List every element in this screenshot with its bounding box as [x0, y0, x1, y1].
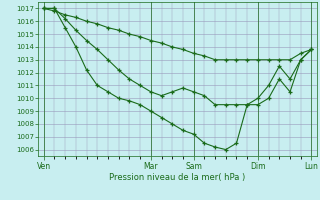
X-axis label: Pression niveau de la mer( hPa ): Pression niveau de la mer( hPa ) [109, 173, 246, 182]
